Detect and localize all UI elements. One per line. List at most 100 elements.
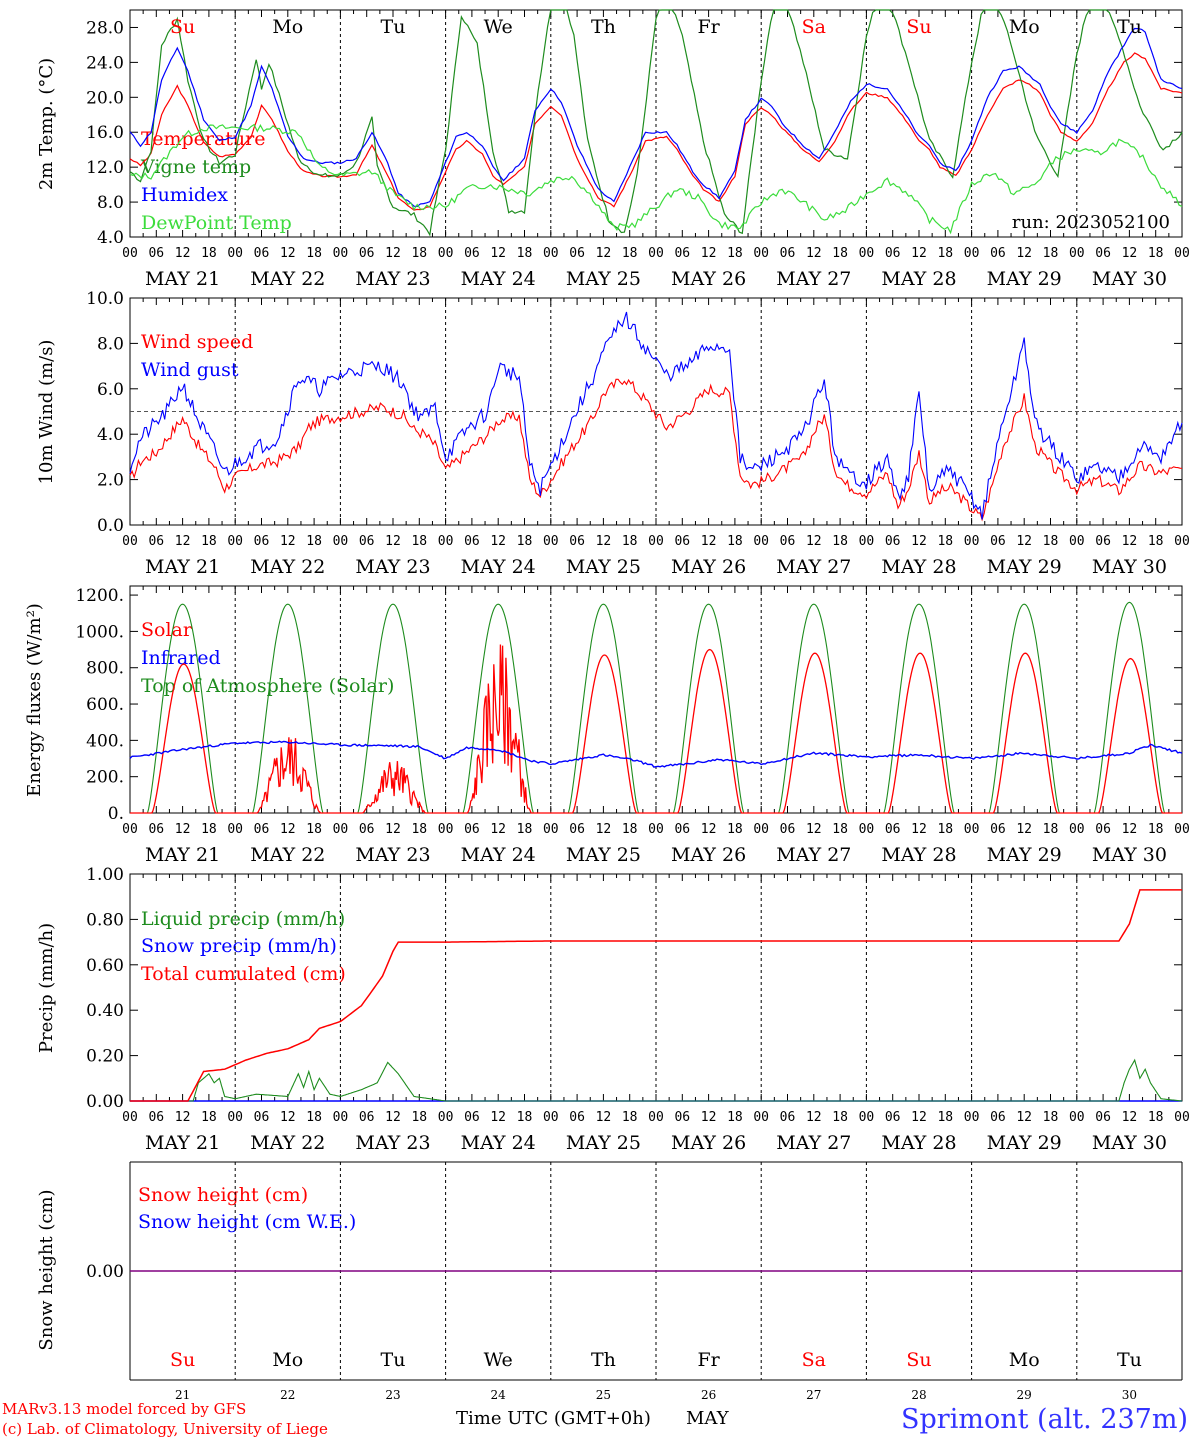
hour-tick-label: 18 [622,1110,638,1125]
hour-tick-label: 06 [885,822,901,837]
hour-tick-label: 12 [280,822,296,837]
hour-tick-label: 00 [859,1110,875,1125]
wind-series-1 [129,311,1183,520]
precip-panel: Precip (mm/h) Liquid precip (mm/h) Snow … [36,908,346,1053]
hour-tick-label: 06 [990,822,1006,837]
footer: MARv3.13 model forced by GFS (c) Lab. of… [2,1400,1188,1438]
precip-series-total [130,889,1182,1102]
hour-tick-label: 18 [411,1110,427,1125]
temperature-panel: 2m Temp. (°C) Temperature Vigne temp Hum… [36,58,1170,234]
hour-tick-label: 00 [1174,246,1190,261]
x-axis-labels-1: 00 06 12 18 MAY 21 00 06 12 18 MAY 22 00 06 12 18 MAY … [122,534,1190,578]
hour-tick-label: 12 [175,822,191,837]
hour-tick-label: 12 [1122,1110,1138,1125]
hour-tick-label: 06 [464,246,480,261]
date-label: MAY 23 [355,268,430,290]
hour-tick-label: 18 [517,822,533,837]
hour-tick-label: 18 [411,246,427,261]
hour-tick-label: 18 [832,246,848,261]
date-label: MAY 21 [145,844,220,866]
hour-tick-label: 18 [937,534,953,549]
hour-tick-label: 12 [1016,534,1032,549]
hour-tick-label: 06 [780,822,796,837]
hour-tick-label: 00 [648,1110,664,1125]
hour-tick-label: 18 [622,822,638,837]
date-label: MAY 23 [355,556,430,578]
hour-tick-label: 00 [753,246,769,261]
hour-tick-label: 12 [385,246,401,261]
hour-tick-label: 06 [359,246,375,261]
hour-tick-label: 00 [227,534,243,549]
hour-tick-label: 18 [1148,246,1164,261]
hour-tick-label: 18 [937,1110,953,1125]
y-tick-label: 0.60 [86,956,124,976]
hour-tick-label: 06 [254,822,270,837]
day-name-label: Mo [272,16,303,38]
date-label: MAY 27 [776,556,851,578]
date-label: MAY 25 [566,844,641,866]
hour-tick-label: 12 [806,246,822,261]
hour-tick-label: 00 [753,1110,769,1125]
hour-tick-label: 12 [280,534,296,549]
y-tick-label: 2.0 [97,471,124,491]
y-tick-label: 4.0 [97,425,124,445]
hour-tick-label: 00 [1174,1110,1190,1125]
hour-tick-label: 00 [122,534,138,549]
day-name-label: Tu [1117,16,1142,38]
date-label: MAY 27 [776,1132,851,1154]
day-number-label: 25 [596,1388,611,1402]
y-tick-label: 24.0 [86,53,124,73]
hour-tick-label: 12 [385,1110,401,1125]
energy-legend-solar: Solar [141,619,193,641]
hour-tick-label: 06 [1095,822,1111,837]
date-label: MAY 21 [145,1132,220,1154]
hour-tick-label: 00 [859,534,875,549]
day-name-label: Sa [802,16,826,38]
day-name-label: Tu [1117,1349,1142,1371]
hour-tick-label: 00 [648,534,664,549]
wind-series-0 [129,378,1183,522]
hour-tick-label: 12 [596,246,612,261]
y-tick-label: 12.0 [86,158,124,178]
date-label: MAY 24 [461,1132,536,1154]
chart-marks: 4.0 8.0 12.0 16.0 20.0 24.0 28.0 00 06 12 18 MAY 21… [75,9,1190,1402]
hour-tick-label: 18 [937,822,953,837]
y-tick-label: 600. [86,695,124,715]
y-tick-label: 1000. [75,622,124,642]
date-label: MAY 24 [461,268,536,290]
hour-tick-label: 12 [490,822,506,837]
date-label: MAY 30 [1092,1132,1167,1154]
hour-tick-label: 12 [701,822,717,837]
temperature-legend-dewpoint: DewPoint Temp [141,212,292,234]
model-credit: MARv3.13 model forced by GFS [2,1400,246,1418]
wind-panel: 10m Wind (m/s) Wind speed Wind gust [36,331,253,484]
hour-tick-label: 18 [832,534,848,549]
hour-tick-label: 06 [148,1110,164,1125]
wind-legend-speed: Wind speed [141,331,253,353]
date-label: MAY 27 [776,844,851,866]
hour-tick-label: 12 [806,822,822,837]
hour-tick-label: 06 [990,534,1006,549]
hour-tick-label: 06 [674,1110,690,1125]
day-number-label: 22 [280,1388,295,1402]
hour-tick-label: 18 [201,1110,217,1125]
date-label: MAY 28 [881,268,956,290]
energy-legend-infrared: Infrared [141,647,221,669]
energy-series-solar [130,644,1182,814]
hour-tick-label: 00 [1069,822,1085,837]
hour-tick-label: 06 [780,534,796,549]
temperature-legend-vigne: Vigne temp [140,156,251,178]
hour-tick-label: 06 [674,534,690,549]
day-name-label: Mo [1009,16,1040,38]
date-label: MAY 30 [1092,268,1167,290]
hour-tick-label: 00 [964,822,980,837]
y-tick-label: 8.0 [97,334,124,354]
hour-tick-label: 12 [596,534,612,549]
hour-tick-label: 00 [333,1110,349,1125]
hour-tick-label: 00 [964,534,980,549]
date-label: MAY 25 [566,556,641,578]
hour-tick-label: 06 [885,1110,901,1125]
hour-tick-label: 00 [543,534,559,549]
date-label: MAY 29 [987,844,1062,866]
hour-tick-label: 12 [806,534,822,549]
